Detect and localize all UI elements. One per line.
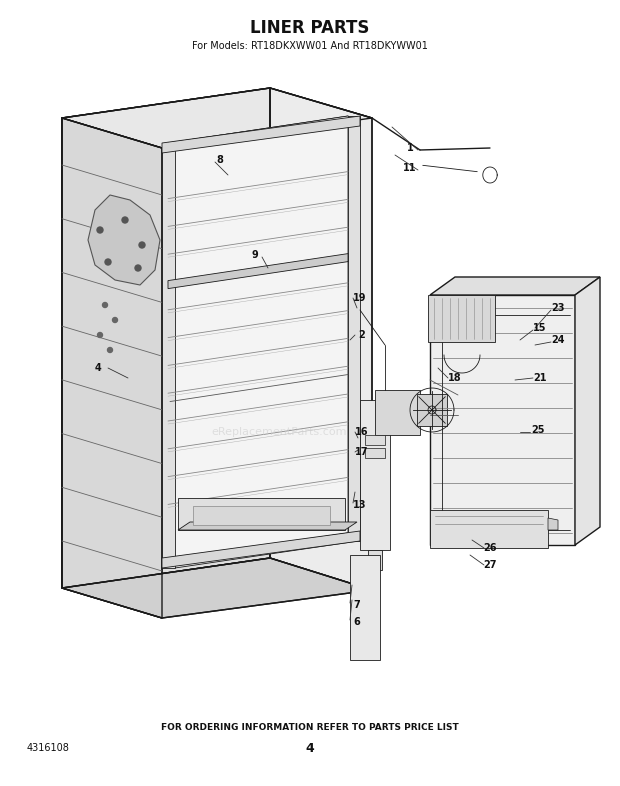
Text: 17: 17 [355,447,369,457]
Text: 13: 13 [353,500,367,510]
Polygon shape [162,531,360,568]
Text: 21: 21 [533,373,547,383]
Text: For Models: RT18DKXWW01 And RT18DKYWW01: For Models: RT18DKXWW01 And RT18DKYWW01 [192,41,428,51]
Text: 26: 26 [483,543,497,553]
Circle shape [105,259,111,265]
Text: FOR ORDERING INFORMATION REFER TO PARTS PRICE LIST: FOR ORDERING INFORMATION REFER TO PARTS … [161,723,459,733]
Polygon shape [365,435,385,445]
Polygon shape [548,518,558,530]
Text: 4: 4 [306,741,314,755]
Text: 1: 1 [407,143,414,153]
Text: 4: 4 [95,363,102,373]
Polygon shape [360,400,390,550]
Polygon shape [168,116,348,560]
Circle shape [139,242,145,248]
Text: 4316108: 4316108 [27,743,69,753]
Polygon shape [417,394,447,426]
Text: LINER PARTS: LINER PARTS [250,19,370,37]
Text: 8: 8 [216,155,223,165]
Text: 6: 6 [353,617,360,627]
Circle shape [112,318,118,322]
Circle shape [122,217,128,223]
Polygon shape [350,555,380,660]
Text: 16: 16 [355,427,369,437]
Polygon shape [62,118,162,618]
Polygon shape [162,116,360,153]
Text: eReplacementParts.com: eReplacementParts.com [211,428,347,437]
Polygon shape [62,88,372,148]
Text: 18: 18 [448,373,462,383]
Polygon shape [88,195,160,285]
Circle shape [135,265,141,271]
Text: 27: 27 [483,560,497,570]
Polygon shape [62,88,270,588]
Polygon shape [368,550,382,570]
Polygon shape [365,448,385,458]
Polygon shape [270,88,372,590]
Text: 23: 23 [551,303,565,313]
Circle shape [107,347,112,352]
Polygon shape [193,506,330,525]
Text: 7: 7 [353,600,360,610]
Text: 11: 11 [403,163,417,173]
Polygon shape [428,295,495,342]
Polygon shape [168,254,348,288]
Polygon shape [162,143,175,568]
Polygon shape [430,295,575,545]
Circle shape [102,303,107,307]
Polygon shape [178,498,345,530]
Polygon shape [430,510,548,548]
Text: 2: 2 [358,330,365,340]
Text: 19: 19 [353,293,367,303]
Circle shape [97,332,102,337]
Text: 15: 15 [533,323,547,333]
Polygon shape [168,116,358,150]
Text: 9: 9 [252,250,259,260]
Text: 24: 24 [551,335,565,345]
Polygon shape [178,522,357,530]
Polygon shape [348,116,360,541]
Polygon shape [430,277,600,295]
Polygon shape [575,277,600,545]
Polygon shape [168,533,358,568]
Polygon shape [375,390,420,435]
Polygon shape [62,558,372,618]
Text: 25: 25 [531,425,545,435]
Circle shape [97,227,103,233]
